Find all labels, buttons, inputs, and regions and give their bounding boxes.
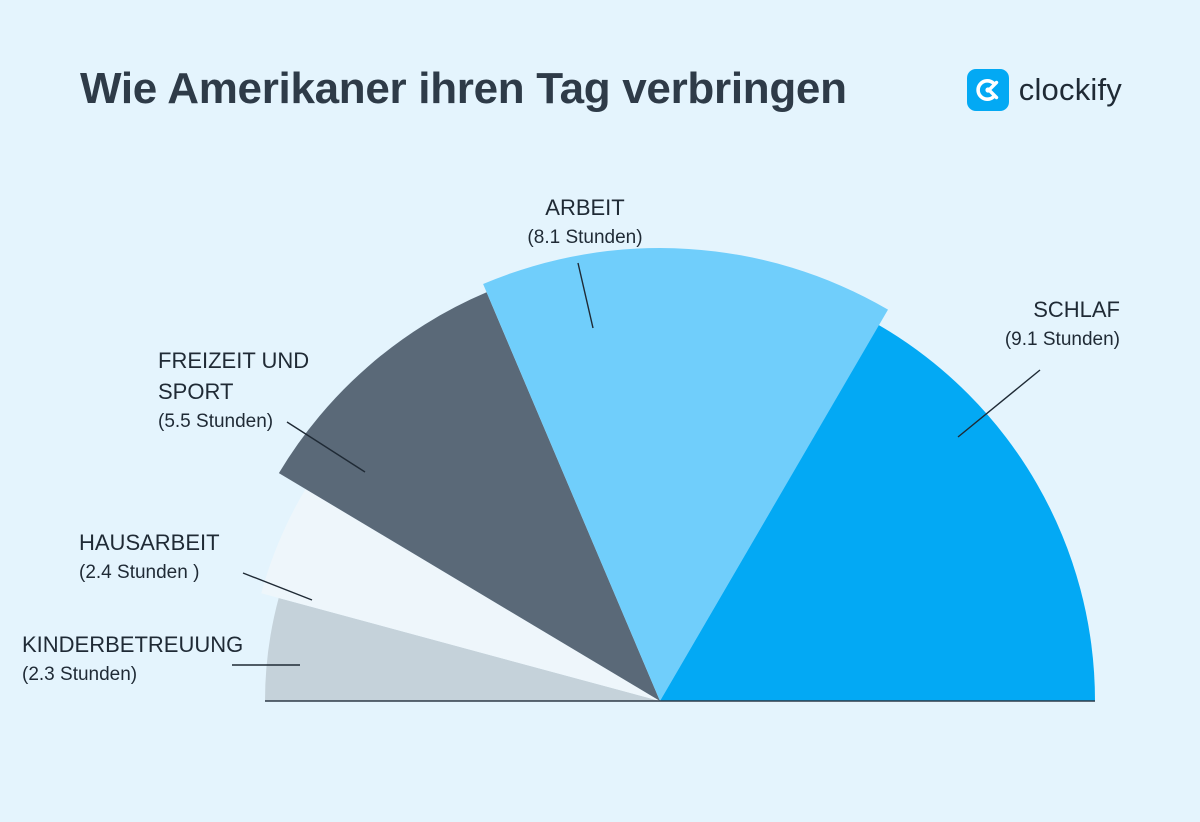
brand-name: clockify xyxy=(1018,72,1122,107)
slice-label-freizeit-und-sport: SPORT xyxy=(158,379,233,404)
slice-value-freizeit-und-sport: (5.5 Stunden) xyxy=(158,411,273,432)
slice-label-schlaf: SCHLAF xyxy=(1033,297,1120,322)
leader-line-hausarbeit xyxy=(242,572,313,601)
slice-label-kinderbetreuung: KINDERBETREUUNG xyxy=(22,632,243,657)
slice-label-arbeit: ARBEIT xyxy=(545,195,624,220)
slice-label-freizeit-und-sport: FREIZEIT UND xyxy=(158,348,309,373)
slice-label-hausarbeit: HAUSARBEIT xyxy=(79,530,220,555)
leader-line-arbeit xyxy=(577,262,594,329)
slice-value-hausarbeit: (2.4 Stunden ) xyxy=(79,562,199,583)
brand-logo: clockify xyxy=(966,69,1122,111)
pie-slice-hausarbeit xyxy=(261,489,660,701)
pie-slice-freizeit-und-sport xyxy=(278,292,660,701)
leader-line-schlaf xyxy=(957,369,1041,438)
page-title: Wie Amerikaner ihren Tag verbringen xyxy=(80,64,847,113)
pie-slice-arbeit xyxy=(483,248,888,701)
slice-value-schlaf: (9.1 Stunden) xyxy=(1005,329,1120,350)
clockify-logo-icon xyxy=(966,69,1009,111)
leader-line-freizeit-und-sport xyxy=(286,421,366,473)
pie-slice-schlaf xyxy=(660,325,1095,701)
pie-slice-kinderbetreuung xyxy=(265,598,660,701)
slice-value-arbeit: (8.1 Stunden) xyxy=(527,227,642,248)
slice-value-kinderbetreuung: (2.3 Stunden) xyxy=(22,664,137,685)
